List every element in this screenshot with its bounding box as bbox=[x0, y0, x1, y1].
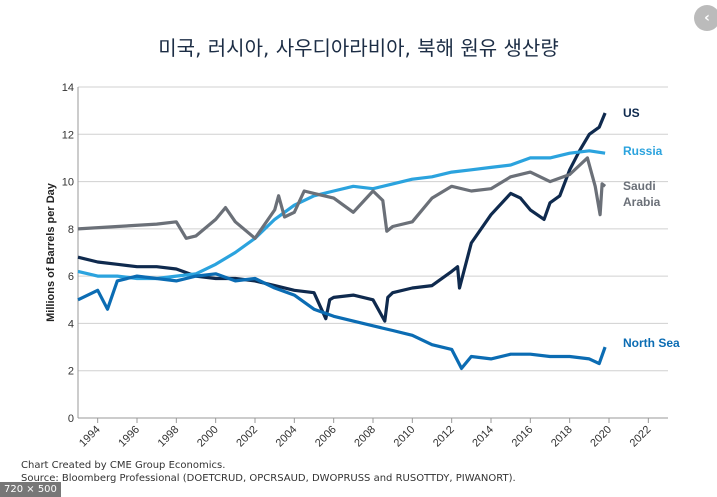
x-tick-label: 2008 bbox=[352, 424, 378, 450]
y-tick-label: 12 bbox=[62, 129, 74, 141]
x-tick-label: 2002 bbox=[234, 424, 260, 450]
series-line-us bbox=[77, 112, 607, 323]
x-tick-label: 2000 bbox=[195, 424, 221, 450]
chart-title: 미국, 러시아, 사우디아라비아, 북해 원유 생산량 bbox=[158, 36, 559, 60]
series-label: Arabia bbox=[623, 195, 661, 209]
y-tick-label: 10 bbox=[62, 177, 74, 189]
x-tick-label: 2016 bbox=[510, 424, 536, 450]
x-tick-label: 2014 bbox=[470, 424, 496, 450]
chevron-left-icon[interactable]: ‹ bbox=[694, 5, 717, 31]
y-tick-label: 2 bbox=[68, 366, 74, 378]
x-tick-label: 2006 bbox=[313, 424, 339, 450]
series-label: North Sea bbox=[623, 336, 680, 350]
x-tick-label: 2020 bbox=[588, 424, 614, 450]
x-tick-label: 2010 bbox=[392, 424, 418, 450]
line-chart: 0 2 4 6 8 10 12 14 1994 1996 1998 2000 2002 2004 2006 2… bbox=[45, 82, 680, 450]
footer-source: Source: Bloomberg Professional (DOETCRUD… bbox=[21, 473, 516, 484]
y-tick-label: 4 bbox=[68, 318, 74, 330]
x-tick-label: 1998 bbox=[156, 424, 182, 450]
series-label: US bbox=[623, 106, 640, 120]
series-line-russia bbox=[77, 149, 606, 281]
y-axis-label: Millions of Barrels per Day bbox=[45, 182, 57, 322]
size-badge: 720 × 500 bbox=[0, 482, 61, 497]
y-tick-label: 8 bbox=[68, 224, 74, 236]
x-tick-label: 1996 bbox=[116, 424, 142, 450]
x-tick-label: 2022 bbox=[628, 424, 654, 450]
y-tick-label: 14 bbox=[62, 82, 74, 94]
series-label: Saudi bbox=[623, 179, 656, 193]
x-tick-label: 1994 bbox=[77, 424, 103, 450]
x-tick-label: 2012 bbox=[431, 424, 457, 450]
series-line-north-sea bbox=[77, 272, 607, 370]
series-label: Russia bbox=[623, 144, 663, 158]
y-tick-label: 6 bbox=[68, 271, 74, 283]
series-line-saudi-arabia bbox=[77, 156, 607, 240]
y-tick-label: 0 bbox=[68, 413, 74, 425]
x-tick-label: 2004 bbox=[274, 424, 300, 450]
footer-credit: Chart Created by CME Group Economics. bbox=[21, 460, 226, 471]
x-tick-label: 2018 bbox=[549, 424, 575, 450]
